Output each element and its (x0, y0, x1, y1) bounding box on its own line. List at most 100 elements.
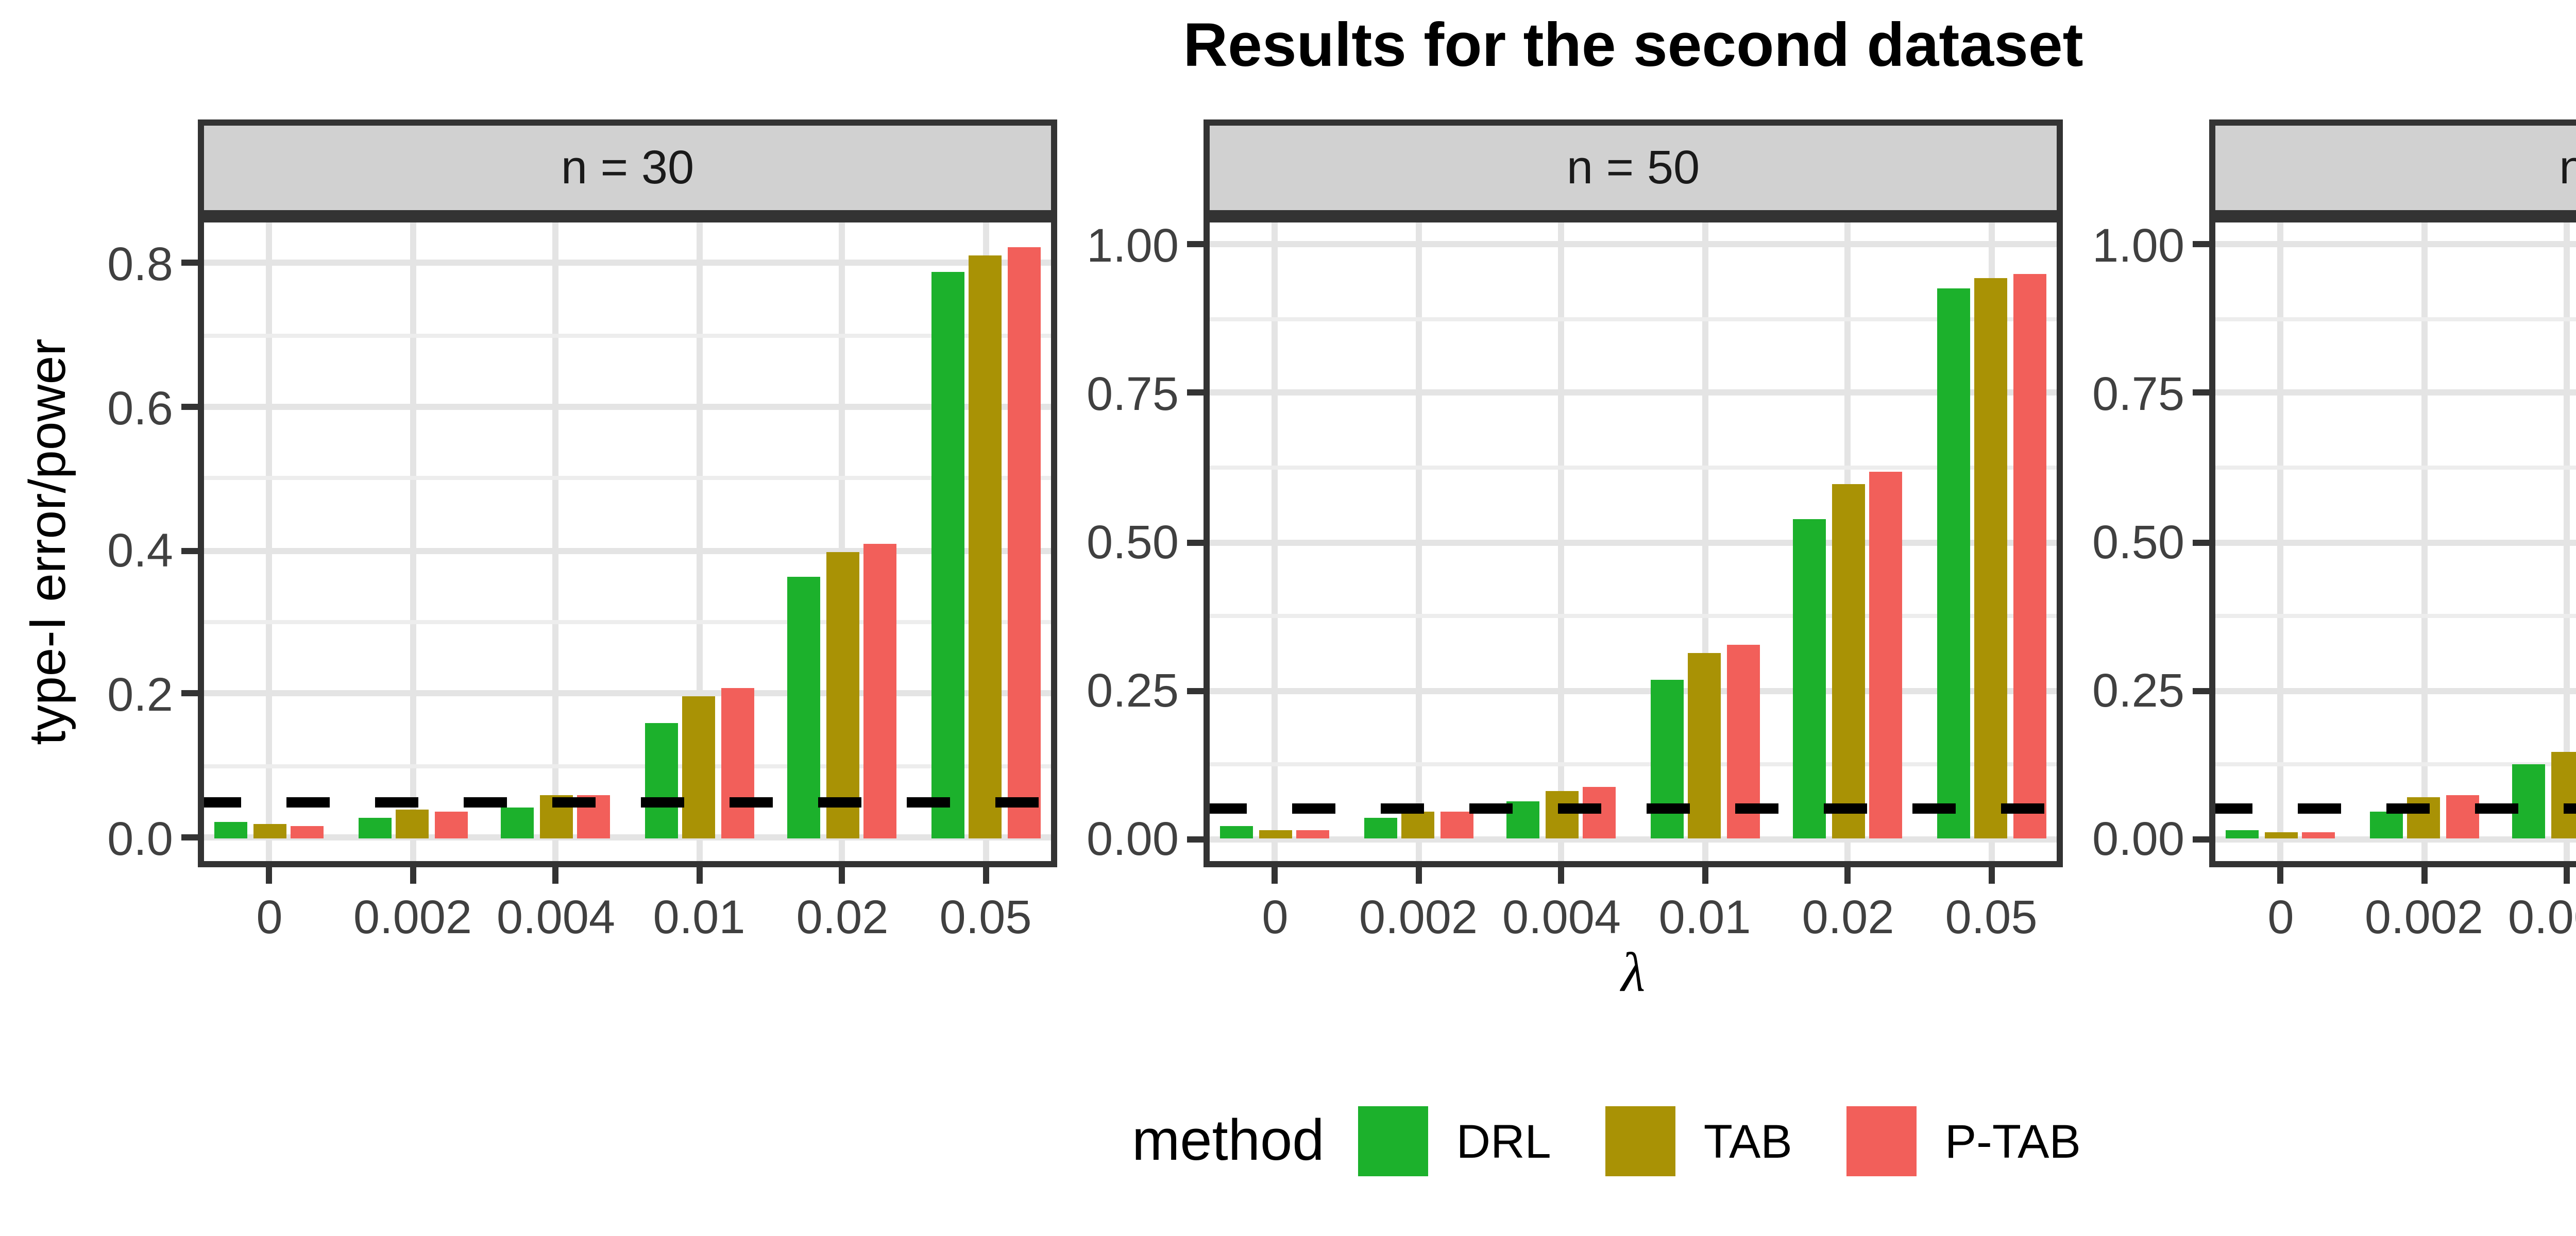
x-tick-label: 0.01 (1658, 890, 1751, 943)
legend-item-label: DRL (1456, 1113, 1551, 1167)
bar-TAB (1975, 278, 2008, 839)
bar-DRL (1650, 679, 1683, 839)
bar-P-TAB (434, 812, 468, 838)
bar-P-TAB (721, 689, 754, 838)
gridline-minor-horizontal (1204, 614, 2063, 619)
facet-strip-label: n = 50 (1566, 140, 1700, 194)
gridline-major-horizontal (198, 691, 1057, 697)
x-axis-title: λ (1621, 941, 1646, 1003)
bar-TAB (396, 810, 429, 838)
gridline-major-horizontal (1204, 241, 2063, 248)
bar-DRL (214, 821, 248, 838)
gridline-major-horizontal (2209, 687, 2576, 694)
bar-DRL (358, 817, 391, 838)
gridline-minor-horizontal (198, 620, 1057, 625)
bar-DRL (2369, 811, 2402, 839)
facet-strip: n = 30 (198, 119, 1057, 216)
gridline-major-horizontal (1204, 390, 2063, 397)
x-tick-mark (1415, 867, 1421, 884)
y-tick-mark (2193, 241, 2209, 248)
bar-DRL (2512, 765, 2546, 839)
y-tick-label: 0.0 (107, 811, 173, 865)
facet-strip-label: n = 30 (561, 140, 694, 194)
x-tick-mark (553, 867, 559, 884)
y-tick-label: 0.25 (1086, 663, 1179, 717)
gridline-major-horizontal (198, 547, 1057, 554)
legend-item-label: P-TAB (1944, 1113, 2081, 1167)
bar-P-TAB (2446, 795, 2479, 839)
x-tick-mark (1702, 867, 1708, 884)
reference-line (1204, 804, 2063, 815)
gridline-minor-horizontal (198, 476, 1057, 481)
chart-title: Results for the second dataset (1183, 12, 2083, 80)
gridline-minor-horizontal (198, 333, 1057, 337)
bar-P-TAB (1440, 812, 1473, 839)
y-tick-label: 0.75 (1086, 366, 1179, 420)
x-tick-label: 0.004 (496, 890, 616, 943)
x-tick-label: 0 (1262, 890, 1289, 943)
bar-TAB (826, 553, 859, 838)
bar-TAB (2408, 797, 2441, 839)
y-tick-label: 0.2 (107, 667, 173, 721)
facet-strip: n = 100 (2209, 119, 2576, 216)
y-tick-mark (1187, 687, 1204, 694)
y-tick-label: 1.00 (1086, 217, 1179, 271)
bar-DRL (787, 577, 821, 838)
bar-DRL (1793, 519, 1826, 839)
x-tick-label: 0.004 (1502, 890, 1621, 943)
gridline-major-horizontal (1204, 539, 2063, 545)
bar-P-TAB (2013, 273, 2046, 839)
x-tick-mark (696, 867, 702, 884)
y-tick-mark (2193, 390, 2209, 397)
gridline-major-horizontal (2209, 836, 2576, 843)
x-tick-mark (2421, 867, 2427, 884)
x-tick-mark (1988, 867, 1994, 884)
facet-panel: n = 1000.000.250.500.751.0000.0020.0040.… (2092, 119, 2576, 943)
bar-DRL (644, 723, 677, 838)
x-tick-mark (839, 867, 845, 884)
legend-item-label: TAB (1703, 1113, 1792, 1167)
reference-line (198, 796, 1057, 807)
facet-strip: n = 50 (1204, 119, 2063, 216)
x-tick-mark (1845, 867, 1851, 884)
bar-DRL (2226, 830, 2259, 839)
y-tick-mark (181, 834, 198, 841)
gridline-major-horizontal (198, 260, 1057, 267)
x-tick-label: 0.004 (2507, 890, 2576, 943)
y-tick-label: 1.00 (2092, 217, 2184, 271)
gridline-major-horizontal (1204, 836, 2063, 843)
x-tick-mark (1272, 867, 1278, 884)
facet-strip-label: n = 100 (2559, 140, 2576, 196)
legend-item: DRL (1357, 1106, 1551, 1176)
gridline-vertical (410, 216, 416, 867)
gridline-minor-horizontal (1204, 317, 2063, 321)
bar-P-TAB (864, 543, 897, 838)
gridline-minor-horizontal (1204, 762, 2063, 767)
gridline-major-horizontal (2209, 390, 2576, 397)
y-tick-mark (2193, 687, 2209, 694)
bar-DRL (1936, 287, 1970, 839)
x-tick-label: 0 (2267, 890, 2294, 943)
y-tick-label: 0.6 (107, 380, 173, 434)
y-tick-mark (1187, 241, 1204, 248)
bar-P-TAB (2302, 832, 2336, 839)
bar-TAB (1832, 484, 1865, 839)
bar-TAB (2264, 832, 2297, 839)
gridline-minor-horizontal (2209, 465, 2576, 470)
gridline-minor-horizontal (1204, 465, 2063, 470)
plot-area (198, 216, 1057, 867)
y-tick-mark (2193, 836, 2209, 843)
reference-line (2209, 804, 2576, 815)
x-tick-mark (266, 867, 273, 884)
y-tick-label: 0.50 (2092, 515, 2184, 569)
legend: method DRL TAB P-TAB (198, 1106, 2576, 1176)
x-tick-label: 0.01 (653, 890, 745, 943)
bar-P-TAB (291, 827, 325, 838)
gridline-minor-horizontal (2209, 317, 2576, 321)
plot-area (2209, 216, 2576, 867)
plot-area (1204, 216, 2063, 867)
x-tick-label: 0.05 (1945, 890, 2038, 943)
x-tick-label: 0.02 (1802, 890, 1894, 943)
y-tick-label: 0.25 (2092, 663, 2184, 717)
bar-DRL (930, 272, 964, 838)
